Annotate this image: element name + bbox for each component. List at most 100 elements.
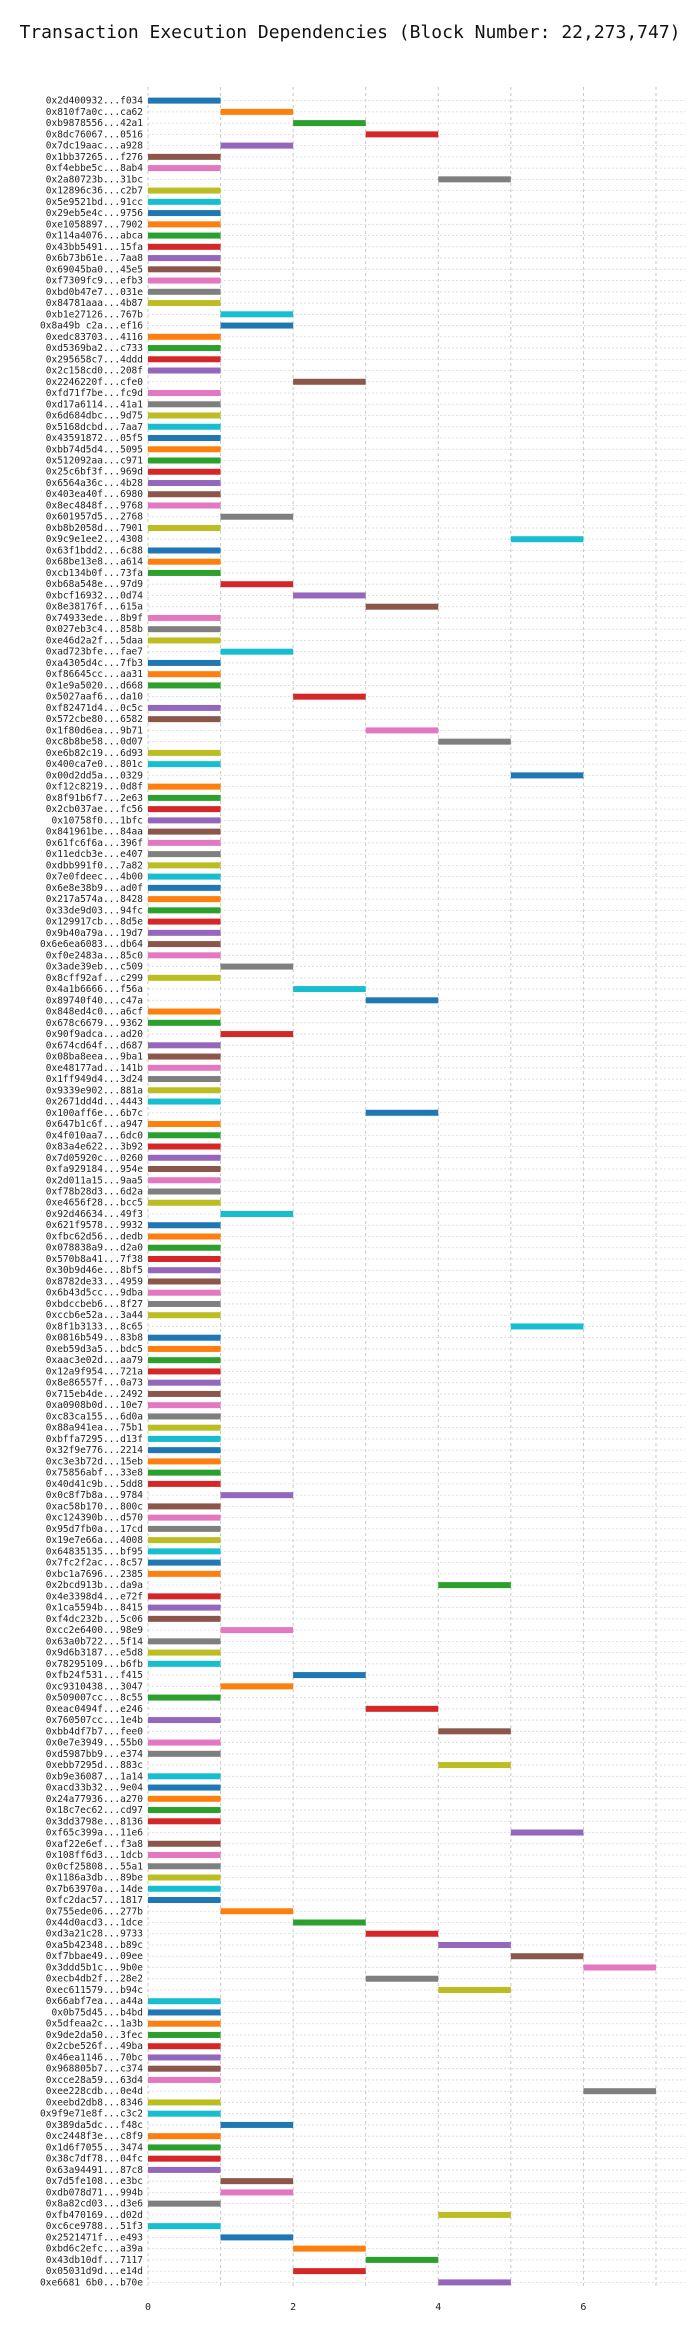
y-tick-label: 0xe46d2a2f...5daa xyxy=(46,635,143,646)
y-tick-label: 0x5168dcbd...7aa7 xyxy=(46,422,143,433)
transaction-bar xyxy=(148,569,221,576)
y-tick-label: 0x2d011a15...9aa5 xyxy=(46,1175,143,1186)
y-tick-label: 0xb9e36087...1a14 xyxy=(46,1771,144,1782)
y-tick-label: 0xf4dc232b...5c06 xyxy=(46,1614,144,1625)
y-tick-label: 0xc83ca155...6d0a xyxy=(46,1411,143,1422)
transaction-bar xyxy=(293,378,366,385)
transaction-bar xyxy=(148,761,221,768)
transaction-bar xyxy=(148,198,221,205)
y-tick-label: 0x755ede06...277b xyxy=(46,1906,144,1917)
y-tick-label: 0xf78b28d3...6d2a xyxy=(46,1187,143,1198)
transaction-bar xyxy=(148,367,221,374)
y-tick-label: 0x66abf7ea...a44a xyxy=(46,1996,143,2007)
y-tick-label: 0x7dc19aac...a928 xyxy=(46,141,144,152)
y-tick-label: 0x8782de33...4959 xyxy=(46,1276,144,1287)
transaction-bar xyxy=(148,1053,221,1060)
transaction-bar xyxy=(148,558,221,565)
y-tick-label: 0xf7bbae49...09ee xyxy=(46,1951,144,1962)
transaction-bar xyxy=(148,749,221,756)
transaction-bar xyxy=(148,479,221,486)
y-tick-label: 0xa4305d4c...7fb3 xyxy=(46,658,143,669)
transaction-bar xyxy=(148,1008,221,1015)
y-tick-label: 0xe48177ad...141b xyxy=(46,1063,144,1074)
y-tick-label: 0xb9878556...42a1 xyxy=(46,118,144,129)
transaction-bar xyxy=(148,1267,221,1274)
transaction-bar xyxy=(365,1930,439,1937)
transaction-bar xyxy=(148,1649,221,1656)
transaction-bar xyxy=(365,1705,439,1712)
y-tick-label: 0xad723bfe...fae7 xyxy=(46,647,143,658)
transaction-bar xyxy=(148,1863,221,1870)
y-tick-label: 0x572cbe80...6582 xyxy=(46,714,143,725)
transaction-bar xyxy=(148,1537,221,1544)
transaction-bar xyxy=(148,626,221,633)
y-tick-label: 0x78295109...b6fb xyxy=(46,1659,144,1670)
y-tick-label: 0xdbb991f0...7a82 xyxy=(46,860,143,871)
transaction-bar xyxy=(148,716,221,723)
y-tick-label: 0xedc83703...4116 xyxy=(46,332,144,343)
transaction-bar xyxy=(220,2189,294,2196)
y-tick-label: 0x2cbe526f...49ba xyxy=(46,2041,143,2052)
y-tick-label: 0x1f80d6ea...9b71 xyxy=(46,725,144,736)
y-tick-label: 0x4a1b6666...f56a xyxy=(46,984,143,995)
y-tick-label: 0x64835135...bf95 xyxy=(46,1546,143,1557)
transaction-bar xyxy=(148,1807,221,1814)
y-tick-label: 0x715eb4de...2492 xyxy=(46,1389,143,1400)
transaction-bar xyxy=(148,682,221,689)
transaction-bar xyxy=(148,1424,221,1431)
transaction-bar xyxy=(148,255,221,262)
transaction-bar xyxy=(148,941,221,948)
y-tick-label: 0x89740f40...c47a xyxy=(46,995,143,1006)
transaction-bar xyxy=(293,1672,366,1679)
transaction-bar xyxy=(148,1525,221,1532)
y-tick-label: 0x2671dd4d...4443 xyxy=(46,1097,143,1108)
transaction-bar xyxy=(148,806,221,813)
transaction-bar xyxy=(148,333,221,340)
transaction-bar xyxy=(293,2245,366,2252)
transaction-bar xyxy=(148,2144,221,2151)
transaction-bar xyxy=(438,1986,511,1993)
y-tick-label: 0x43bb5491...15fa xyxy=(46,242,143,253)
transaction-bar xyxy=(148,952,221,959)
y-tick-label: 0x403ea40f...6980 xyxy=(46,489,144,500)
transaction-bar xyxy=(148,468,221,475)
y-tick-label: 0xeb59d3a5...bdc5 xyxy=(46,1344,143,1355)
transaction-bar xyxy=(510,772,584,779)
y-tick-label: 0xbc1a7696...2385 xyxy=(46,1569,143,1580)
transaction-bar xyxy=(148,1480,221,1487)
y-tick-label: 0xe6b82c19...6d93 xyxy=(46,748,143,759)
x-tick-label: 2 xyxy=(290,2302,296,2313)
y-tick-label: 0x810f7a0c...ca62 xyxy=(46,107,143,118)
y-tick-label: 0xf7309fc9...efb3 xyxy=(46,276,143,287)
transaction-bar xyxy=(148,1076,221,1083)
transaction-bar xyxy=(148,1379,221,1386)
transaction-bar xyxy=(148,907,221,914)
transaction-bar xyxy=(148,1244,221,1251)
transaction-bar xyxy=(148,1177,221,1184)
transaction-bar xyxy=(148,300,221,307)
transaction-bar xyxy=(148,1458,221,1465)
transaction-bar xyxy=(148,1289,221,1296)
transaction-bar xyxy=(148,1233,221,1240)
transaction-bar xyxy=(148,1852,221,1859)
y-tick-label: 0x129917cb...8d5e xyxy=(46,917,144,928)
y-tick-label: 0x027eb3c4...858b xyxy=(46,624,144,635)
y-tick-label: 0xeac0494f...e246 xyxy=(46,1704,144,1715)
transaction-bar xyxy=(148,1312,221,1319)
y-tick-label: 0x1e9a5020...d668 xyxy=(46,680,144,691)
y-tick-label: 0xf82471d4...0c5c xyxy=(46,703,143,714)
y-tick-label: 0xbb74d5d4...5095 xyxy=(46,444,143,455)
transaction-bar xyxy=(148,2043,221,2050)
y-tick-label: 0xc6ce9788...51f3 xyxy=(46,2221,143,2232)
y-tick-label: 0x0c8f7b8a...9784 xyxy=(46,1490,144,1501)
transaction-bar xyxy=(148,828,221,835)
transaction-bar xyxy=(148,1402,221,1409)
transaction-bar xyxy=(365,1975,439,1982)
transaction-bar xyxy=(220,1908,294,1915)
y-tick-label: 0x3ddd5b1c...9b0e xyxy=(46,1962,144,1973)
y-tick-label: 0x90f9adca...ad20 xyxy=(46,1029,144,1040)
y-tick-label: 0x9c9e1ee2...4308 xyxy=(46,534,144,545)
y-tick-label: 0x40d41c9b...5dd8 xyxy=(46,1479,144,1490)
transaction-bar xyxy=(365,2256,439,2263)
y-tick-label: 0x621f9578...9932 xyxy=(46,1220,143,1231)
